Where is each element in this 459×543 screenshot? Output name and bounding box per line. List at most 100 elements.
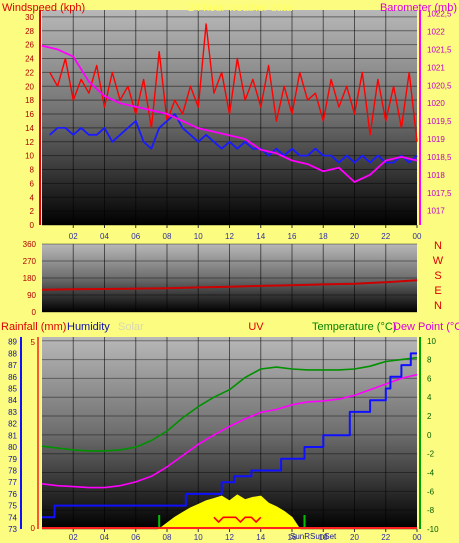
rain-humidity-temperature-panel: Rainfall (mm) Humidity Solar UV Temperat… xyxy=(1,321,459,542)
wind-barometer-panel: Windspeed (kph) Barometer (mb) 24 hour w… xyxy=(2,2,457,241)
rainfall-tick-label: 0 xyxy=(31,524,36,533)
x-tick-label: 14 xyxy=(256,533,265,542)
windspeed-tick-label: 26 xyxy=(25,41,34,50)
barometer-tick-label: 1021,5 xyxy=(427,45,452,54)
compass-label: N xyxy=(434,300,442,312)
temperature-tick-label: -6 xyxy=(427,487,435,496)
temperature-tick-label: 8 xyxy=(427,356,432,365)
barometer-axis-title: Barometer (mb) xyxy=(380,2,457,14)
x-tick-label: 00 xyxy=(413,533,422,542)
humidity-tick-label: 83 xyxy=(8,408,17,417)
barometer-tick-label: 1017 xyxy=(427,207,445,216)
wind-gust-line xyxy=(49,23,418,142)
direction-tick-label: 0 xyxy=(32,308,37,317)
x-tick-label: 16 xyxy=(288,232,297,241)
direction-tick-label: 360 xyxy=(23,240,37,249)
direction-axis: 0 90 180 270 360 xyxy=(23,240,37,317)
humidity-tick-label: 73 xyxy=(8,525,17,534)
temperature-tick-label: -8 xyxy=(427,506,435,515)
temperature-tick-label: -2 xyxy=(427,450,435,459)
humidity-tick-label: 85 xyxy=(8,385,17,394)
barometer-line xyxy=(41,44,418,183)
windspeed-tick-label: 30 xyxy=(25,13,34,22)
rainfall-label: Rainfall (mm) xyxy=(1,321,66,333)
humidity-tick-label: 81 xyxy=(8,431,17,440)
barometer-tick-label: 1019,5 xyxy=(427,117,452,126)
humidity-line xyxy=(42,352,417,519)
windspeed-tick-label: 4 xyxy=(30,193,35,202)
humidity-label: Humidity xyxy=(67,321,110,333)
x-tick-label: 18 xyxy=(319,533,328,542)
windspeed-tick-label: 18 xyxy=(25,96,34,105)
dewpoint-label: Dew Point (°C) xyxy=(393,321,459,333)
temperature-tick-label: -10 xyxy=(427,525,439,534)
rainfall-axis: 05 xyxy=(31,337,39,533)
humidity-tick-label: 74 xyxy=(8,513,17,522)
barometer-tick-label: 1019 xyxy=(427,135,445,144)
temperature-tick-label: 4 xyxy=(427,393,432,402)
sunrise-label: SunR xyxy=(290,532,310,541)
barometer-tick-label: 1022,5 xyxy=(427,10,452,19)
barometer-tick-label: 1018 xyxy=(427,171,445,180)
wind-direction-line xyxy=(41,279,418,291)
temperature-tick-label: 0 xyxy=(427,431,432,440)
barometer-tick-label: 1018,5 xyxy=(427,153,452,162)
rainfall-tick-label: 5 xyxy=(31,338,36,347)
humidity-tick-label: 77 xyxy=(8,478,17,487)
windspeed-tick-label: 14 xyxy=(25,124,34,133)
solar-label: Solar xyxy=(118,321,144,333)
x-tick-label: 02 xyxy=(69,232,78,241)
windspeed-tick-label: 28 xyxy=(25,27,34,36)
x-tick-label: 12 xyxy=(225,232,234,241)
x-tick-label: 00 xyxy=(413,232,422,241)
compass-label: S xyxy=(434,270,441,282)
windspeed-axis-title: Windspeed (kph) xyxy=(2,2,85,14)
x-tick-label: 06 xyxy=(131,533,140,542)
x-tick-label: 22 xyxy=(381,232,390,241)
x-tick-label: 06 xyxy=(131,232,140,241)
x-tick-label: 14 xyxy=(256,232,265,241)
temperature-tick-label: 6 xyxy=(427,374,432,383)
windspeed-tick-label: 6 xyxy=(30,179,35,188)
uv-line xyxy=(213,516,262,523)
compass-label: W xyxy=(433,255,444,267)
humidity-tick-label: 76 xyxy=(8,490,17,499)
windspeed-tick-label: 12 xyxy=(25,138,34,147)
x-tick-label: 20 xyxy=(350,533,359,542)
temperature-tick-label: 10 xyxy=(427,337,436,346)
wind-average-line xyxy=(49,113,418,164)
humidity-axis: 73 74 75 76 77 78 79 80 81 82 83 84 85 86 87 88 89 xyxy=(8,337,22,534)
x-tick-label: 08 xyxy=(163,533,172,542)
solar-area xyxy=(157,494,301,530)
x-tick-label: 10 xyxy=(194,533,203,542)
temperature-label: Temperature (°C) xyxy=(312,321,396,333)
direction-tick-label: 90 xyxy=(27,291,36,300)
humidity-tick-label: 80 xyxy=(8,443,17,452)
humidity-tick-label: 84 xyxy=(8,396,17,405)
x-tick-label: 20 xyxy=(350,232,359,241)
humidity-tick-label: 87 xyxy=(8,361,17,370)
windspeed-tick-label: 24 xyxy=(25,55,34,64)
dew-point-line xyxy=(41,373,418,489)
windspeed-tick-label: 0 xyxy=(30,221,35,230)
x-tick-label: 10 xyxy=(194,232,203,241)
time-axis: 02 04 06 08 10 12 14 16 18 20 22 00 xyxy=(69,529,422,542)
barometer-tick-label: 1022 xyxy=(427,28,445,37)
sunset-label: SunSet xyxy=(310,532,337,541)
humidity-tick-label: 78 xyxy=(8,466,17,475)
x-tick-label: 18 xyxy=(319,232,328,241)
x-tick-label: 22 xyxy=(381,533,390,542)
barometer-tick-label: 1020 xyxy=(427,99,445,108)
humidity-tick-label: 88 xyxy=(8,349,17,358)
x-tick-label: 16 xyxy=(288,533,297,542)
compass-label: N xyxy=(434,240,442,252)
humidity-tick-label: 79 xyxy=(8,455,17,464)
barometer-tick-label: 1021 xyxy=(427,63,445,72)
temperature-tick-label: 2 xyxy=(427,412,432,421)
humidity-tick-label: 86 xyxy=(8,373,17,382)
windspeed-tick-label: 8 xyxy=(30,166,35,175)
x-tick-label: 12 xyxy=(225,533,234,542)
